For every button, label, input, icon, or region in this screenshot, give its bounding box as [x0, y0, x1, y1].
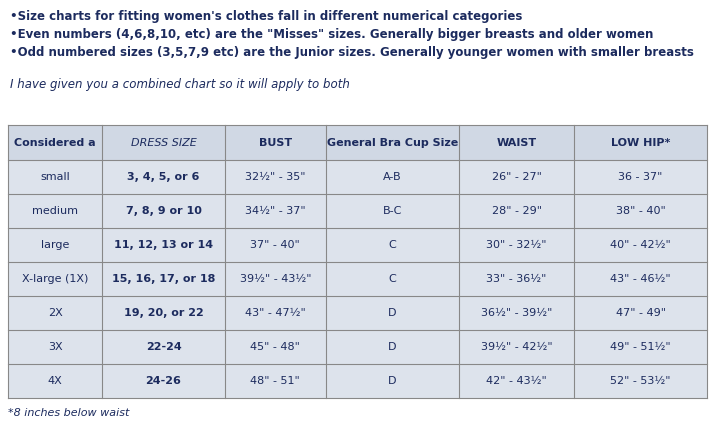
Text: small: small — [40, 172, 70, 182]
Text: *8 inches below waist: *8 inches below waist — [8, 408, 129, 418]
Bar — [8, 125, 707, 160]
Text: 28" - 29": 28" - 29" — [491, 206, 541, 216]
Bar — [8, 364, 707, 398]
Text: 40" - 42½": 40" - 42½" — [610, 240, 671, 250]
Text: 7, 8, 9 or 10: 7, 8, 9 or 10 — [126, 206, 202, 216]
Text: 15, 16, 17, or 18: 15, 16, 17, or 18 — [112, 274, 215, 284]
Bar — [8, 160, 707, 194]
Text: 43" - 46½": 43" - 46½" — [611, 274, 671, 284]
Bar — [8, 262, 707, 296]
Text: 43" - 47½": 43" - 47½" — [245, 308, 306, 318]
Text: 39½" - 42½": 39½" - 42½" — [480, 342, 552, 352]
Text: 26" - 27": 26" - 27" — [492, 172, 541, 182]
Text: 52" - 53½": 52" - 53½" — [611, 376, 671, 386]
Text: 36 - 37": 36 - 37" — [618, 172, 663, 182]
Text: 45" - 48": 45" - 48" — [250, 342, 300, 352]
Text: D: D — [388, 308, 397, 318]
Text: B-C: B-C — [383, 206, 402, 216]
Text: I have given you a combined chart so it will apply to both: I have given you a combined chart so it … — [10, 78, 350, 91]
Text: WAIST: WAIST — [496, 138, 536, 147]
Text: C: C — [388, 240, 396, 250]
Bar — [8, 296, 707, 330]
Text: •Odd numbered sizes (3,5,7,9 etc) are the Junior sizes. Generally younger women : •Odd numbered sizes (3,5,7,9 etc) are th… — [10, 46, 694, 59]
Text: 33" - 36½": 33" - 36½" — [486, 274, 547, 284]
Text: 4X: 4X — [48, 376, 62, 386]
Text: LOW HIP*: LOW HIP* — [611, 138, 670, 147]
Text: 48" - 51": 48" - 51" — [250, 376, 300, 386]
Text: 19, 20, or 22: 19, 20, or 22 — [124, 308, 203, 318]
Bar — [8, 228, 707, 262]
Text: 37" - 40": 37" - 40" — [250, 240, 300, 250]
Text: D: D — [388, 342, 397, 352]
Text: C: C — [388, 274, 396, 284]
Text: •Size charts for fitting women's clothes fall in different numerical categories: •Size charts for fitting women's clothes… — [10, 10, 523, 23]
Text: 38" - 40": 38" - 40" — [616, 206, 666, 216]
Text: General Bra Cup Size: General Bra Cup Size — [327, 138, 458, 147]
Bar — [8, 330, 707, 364]
Text: X-large (1X): X-large (1X) — [22, 274, 89, 284]
Text: 34½" - 37": 34½" - 37" — [245, 206, 306, 216]
Text: 42" - 43½": 42" - 43½" — [486, 376, 547, 386]
Text: D: D — [388, 376, 397, 386]
Text: 11, 12, 13 or 14: 11, 12, 13 or 14 — [114, 240, 213, 250]
Text: DRESS SIZE: DRESS SIZE — [131, 138, 197, 147]
Text: 3, 4, 5, or 6: 3, 4, 5, or 6 — [127, 172, 199, 182]
Text: 47" - 49": 47" - 49" — [616, 308, 666, 318]
Text: 2X: 2X — [48, 308, 62, 318]
Text: 3X: 3X — [48, 342, 62, 352]
Text: 39½" - 43½": 39½" - 43½" — [240, 274, 311, 284]
Text: large: large — [41, 240, 69, 250]
Text: 24-26: 24-26 — [146, 376, 182, 386]
Text: medium: medium — [32, 206, 78, 216]
Text: •Even numbers (4,6,8,10, etc) are the "Misses" sizes. Generally bigger breasts a: •Even numbers (4,6,8,10, etc) are the "M… — [10, 28, 654, 41]
Text: 32½" - 35": 32½" - 35" — [245, 172, 305, 182]
Text: A-B: A-B — [383, 172, 402, 182]
Text: 22-24: 22-24 — [146, 342, 182, 352]
Text: 30" - 32½": 30" - 32½" — [486, 240, 547, 250]
Text: 36½" - 39½": 36½" - 39½" — [480, 308, 552, 318]
Text: 49" - 51½": 49" - 51½" — [611, 342, 671, 352]
Text: Considered a: Considered a — [14, 138, 96, 147]
Bar — [8, 194, 707, 228]
Text: BUST: BUST — [259, 138, 292, 147]
